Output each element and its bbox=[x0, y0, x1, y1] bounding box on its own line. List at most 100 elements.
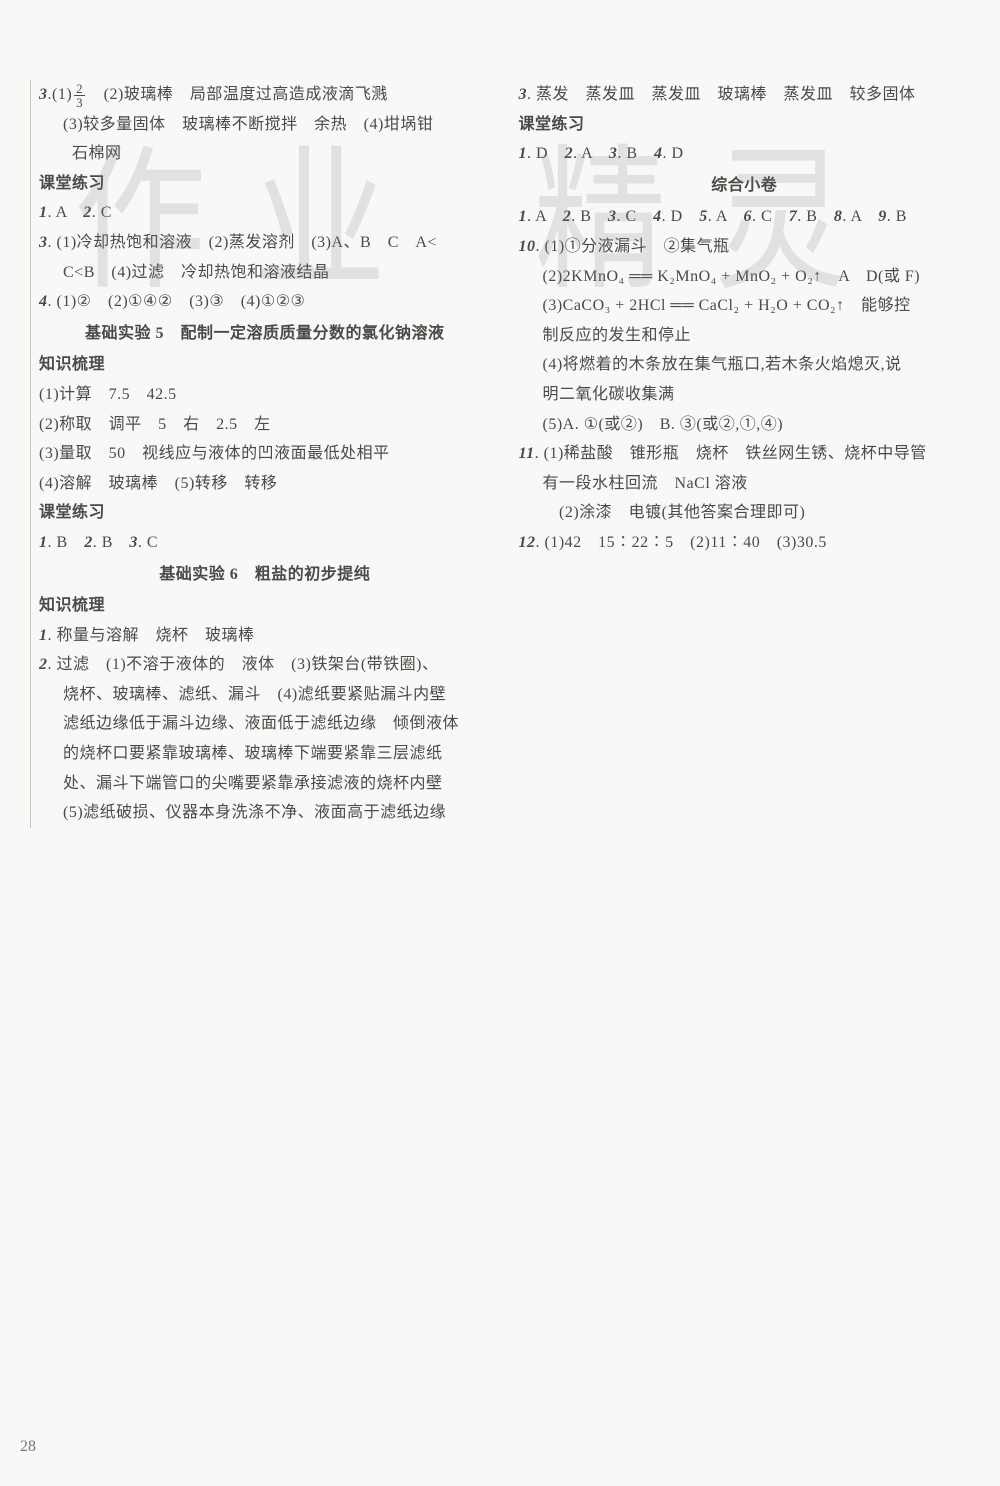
item-num: 1 bbox=[519, 145, 528, 162]
quiz-title: 综合小卷 bbox=[519, 171, 971, 201]
item-num: 2 bbox=[565, 145, 574, 162]
text-line: 处、漏斗下端管口的尖嘴要紧靠承接滤液的烧杯内壁 bbox=[39, 769, 491, 799]
section-heading: 知识梳理 bbox=[39, 350, 491, 380]
text-line: 11. (1)稀盐酸 锥形瓶 烧杯 铁丝网生锈、烧杯中导管 bbox=[519, 439, 971, 469]
text: . (1)② (2)①④② (3)③ (4)①②③ bbox=[48, 293, 306, 310]
text: . A bbox=[573, 145, 609, 162]
text-line: 的烧杯口要紧靠玻璃棒、玻璃棒下端要紧靠三层滤纸 bbox=[39, 739, 491, 769]
text-line: 4. (1)② (2)①④② (3)③ (4)①②③ bbox=[39, 287, 491, 317]
right-column: 3. 蒸发 蒸发皿 蒸发皿 玻璃棒 蒸发皿 较多固体 课堂练习 1. D 2. … bbox=[511, 80, 971, 828]
text-line: (2)2KMnO₄ ══ K₂MnO₄ + MnO₂ + O₂↑ A D(或 F… bbox=[519, 262, 971, 292]
text-line: 制反应的发生和停止 bbox=[519, 321, 971, 351]
text: . C bbox=[752, 208, 789, 225]
item-num: 4 bbox=[654, 145, 663, 162]
text: . (1)42 15∶22∶5 (2)11∶40 (3)30.5 bbox=[536, 534, 827, 551]
section-heading: 知识梳理 bbox=[39, 591, 491, 621]
text-line: (5)A. ①(或②) B. ③(或②,①,④) bbox=[519, 410, 971, 440]
item-num: 3 bbox=[39, 86, 48, 103]
text: . 过滤 (1)不溶于液体的 液体 (3)铁架台(带铁圈)、 bbox=[48, 656, 439, 673]
text-line: 3.(1)23 (2)玻璃棒 局部温度过高造成液滴飞溅 bbox=[39, 80, 491, 110]
text: . A bbox=[527, 208, 563, 225]
item-num: 2 bbox=[83, 204, 92, 221]
text-line: 3. (1)冷却热饱和溶液 (2)蒸发溶剂 (3)A、B C A< bbox=[39, 228, 491, 258]
text-line: 1. A 2. B 3. C 4. D 5. A 6. C 7. B 8. A … bbox=[519, 202, 971, 232]
item-num: 1 bbox=[39, 627, 48, 644]
text: . (1)稀盐酸 锥形瓶 烧杯 铁丝网生锈、烧杯中导管 bbox=[535, 445, 927, 462]
text: . (1)①分液漏斗 ②集气瓶 bbox=[536, 238, 730, 255]
item-num: 2 bbox=[84, 534, 93, 551]
text-line: 明二氧化碳收集满 bbox=[519, 380, 971, 410]
text-line: (5)滤纸破损、仪器本身洗涤不净、液面高于滤纸边缘 bbox=[39, 798, 491, 828]
text: . A bbox=[842, 208, 878, 225]
text-line: 烧杯、玻璃棒、滤纸、漏斗 (4)滤纸要紧贴漏斗内壁 bbox=[39, 680, 491, 710]
text-line: (1)计算 7.5 42.5 bbox=[39, 380, 491, 410]
left-column: 3.(1)23 (2)玻璃棒 局部温度过高造成液滴飞溅 (3)较多量固体 玻璃棒… bbox=[30, 80, 491, 828]
experiment-5-title: 基础实验 5 配制一定溶质质量分数的氯化钠溶液 bbox=[39, 319, 491, 349]
text: . B bbox=[48, 534, 85, 551]
text-line: 1. A 2. C bbox=[39, 198, 491, 228]
item-num: 2 bbox=[39, 656, 48, 673]
text: . C bbox=[92, 204, 112, 221]
text: . 称量与溶解 烧杯 玻璃棒 bbox=[48, 627, 255, 644]
two-column-layout: 3.(1)23 (2)玻璃棒 局部温度过高造成液滴飞溅 (3)较多量固体 玻璃棒… bbox=[30, 80, 970, 828]
section-heading: 课堂练习 bbox=[39, 498, 491, 528]
item-num: 9 bbox=[878, 208, 887, 225]
item-num: 1 bbox=[39, 534, 48, 551]
text-line: C<B (4)过滤 冷却热饱和溶液结晶 bbox=[39, 258, 491, 288]
text: . D bbox=[663, 145, 684, 162]
text-line: (2)称取 调平 5 右 2.5 左 bbox=[39, 410, 491, 440]
item-num: 4 bbox=[39, 293, 48, 310]
text: . B bbox=[797, 208, 834, 225]
item-num: 10 bbox=[519, 238, 536, 255]
text: . B bbox=[617, 145, 654, 162]
item-num: 4 bbox=[653, 208, 662, 225]
text-line: (4)将燃着的木条放在集气瓶口,若木条火焰熄灭,说 bbox=[519, 350, 971, 380]
text: .(1) bbox=[48, 86, 73, 103]
text-line: 2. 过滤 (1)不溶于液体的 液体 (3)铁架台(带铁圈)、 bbox=[39, 650, 491, 680]
page-number: 28 bbox=[20, 1438, 36, 1456]
text-line: (4)溶解 玻璃棒 (5)转移 转移 bbox=[39, 469, 491, 499]
text: . A bbox=[48, 204, 84, 221]
text: . B bbox=[93, 534, 130, 551]
denominator: 3 bbox=[74, 96, 85, 109]
text-line: (2)涂漆 电镀(其他答案合理即可) bbox=[519, 498, 971, 528]
item-num: 12 bbox=[519, 534, 536, 551]
item-num: 1 bbox=[39, 204, 48, 221]
text: . B bbox=[887, 208, 907, 225]
text: . D bbox=[527, 145, 565, 162]
text: . 蒸发 蒸发皿 蒸发皿 玻璃棒 蒸发皿 较多固体 bbox=[527, 86, 916, 103]
text-line: 12. (1)42 15∶22∶5 (2)11∶40 (3)30.5 bbox=[519, 528, 971, 558]
section-heading: 课堂练习 bbox=[39, 169, 491, 199]
text: (2)2KMnO₄ ══ K₂MnO₄ + MnO₂ + O₂↑ A D(或 F… bbox=[543, 268, 921, 285]
item-num: 11 bbox=[519, 445, 535, 462]
item-num: 3 bbox=[519, 86, 528, 103]
text: . B bbox=[571, 208, 608, 225]
item-num: 5 bbox=[699, 208, 708, 225]
fraction: 23 bbox=[74, 82, 85, 109]
text: . A bbox=[708, 208, 744, 225]
text: . (1)冷却热饱和溶液 (2)蒸发溶剂 (3)A、B C A< bbox=[48, 234, 437, 251]
text: (2)玻璃棒 局部温度过高造成液滴飞溅 bbox=[87, 86, 388, 103]
item-num: 3 bbox=[129, 534, 138, 551]
text-line: 3. 蒸发 蒸发皿 蒸发皿 玻璃棒 蒸发皿 较多固体 bbox=[519, 80, 971, 110]
text-line: 1. 称量与溶解 烧杯 玻璃棒 bbox=[39, 621, 491, 651]
text-line: 石棉网 bbox=[39, 139, 491, 169]
item-num: 7 bbox=[789, 208, 798, 225]
text-line: 有一段水柱回流 NaCl 溶液 bbox=[519, 469, 971, 499]
text: . C bbox=[138, 534, 158, 551]
section-heading: 课堂练习 bbox=[519, 110, 971, 140]
text-line: (3)量取 50 视线应与液体的凹液面最低处相平 bbox=[39, 439, 491, 469]
text-line: 1. D 2. A 3. B 4. D bbox=[519, 139, 971, 169]
item-num: 6 bbox=[744, 208, 753, 225]
text: . C bbox=[616, 208, 653, 225]
text-line: (3)CaCO₃ + 2HCl ══ CaCl₂ + H₂O + CO₂↑ 能够… bbox=[519, 291, 971, 321]
text-line: (3)较多量固体 玻璃棒不断搅拌 余热 (4)坩埚钳 bbox=[39, 110, 491, 140]
item-num: 1 bbox=[519, 208, 528, 225]
text-line: 1. B 2. B 3. C bbox=[39, 528, 491, 558]
item-num: 3 bbox=[39, 234, 48, 251]
experiment-6-title: 基础实验 6 粗盐的初步提纯 bbox=[39, 560, 491, 590]
text-line: 10. (1)①分液漏斗 ②集气瓶 bbox=[519, 232, 971, 262]
text-line: 滤纸边缘低于漏斗边缘、液面低于滤纸边缘 倾倒液体 bbox=[39, 709, 491, 739]
numerator: 2 bbox=[74, 82, 85, 96]
text: . D bbox=[662, 208, 700, 225]
